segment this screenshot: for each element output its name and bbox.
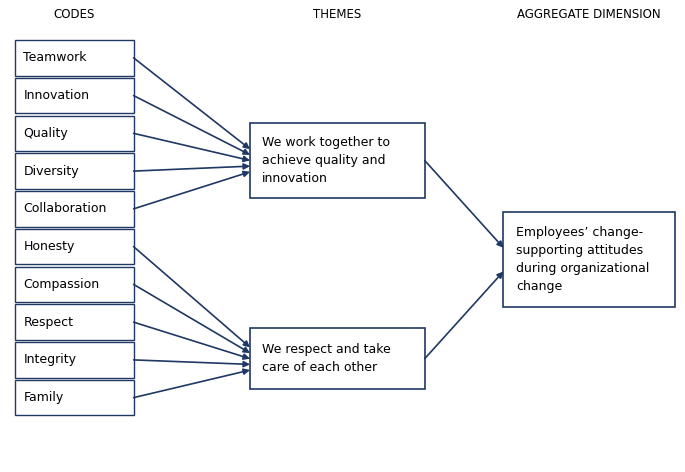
Text: We respect and take
care of each other: We respect and take care of each other: [262, 343, 391, 374]
Text: Respect: Respect: [23, 316, 73, 329]
Text: Innovation: Innovation: [23, 89, 89, 102]
Text: CODES: CODES: [53, 8, 95, 21]
Text: Integrity: Integrity: [23, 354, 76, 366]
Bar: [250, 328, 425, 389]
Text: Teamwork: Teamwork: [23, 51, 87, 64]
Text: THEMES: THEMES: [313, 8, 362, 21]
Text: AGGREGATE DIMENSION: AGGREGATE DIMENSION: [517, 8, 661, 21]
Text: Quality: Quality: [23, 127, 68, 140]
Bar: [250, 123, 425, 198]
Bar: [15, 304, 134, 340]
Bar: [15, 191, 134, 227]
Text: Family: Family: [23, 391, 64, 404]
Bar: [15, 229, 134, 264]
Bar: [15, 153, 134, 189]
Bar: [15, 78, 134, 113]
Text: Employees’ change-
supporting attitudes
during organizational
change: Employees’ change- supporting attitudes …: [516, 226, 649, 293]
Text: We work together to
achieve quality and
innovation: We work together to achieve quality and …: [262, 136, 390, 185]
Text: Honesty: Honesty: [23, 240, 75, 253]
Bar: [15, 267, 134, 302]
Text: Collaboration: Collaboration: [23, 202, 107, 215]
Bar: [15, 116, 134, 151]
Bar: [15, 40, 134, 76]
Bar: [15, 342, 134, 378]
Bar: [503, 212, 675, 307]
Bar: [15, 380, 134, 415]
Text: Compassion: Compassion: [23, 278, 99, 291]
Text: Diversity: Diversity: [23, 165, 79, 177]
